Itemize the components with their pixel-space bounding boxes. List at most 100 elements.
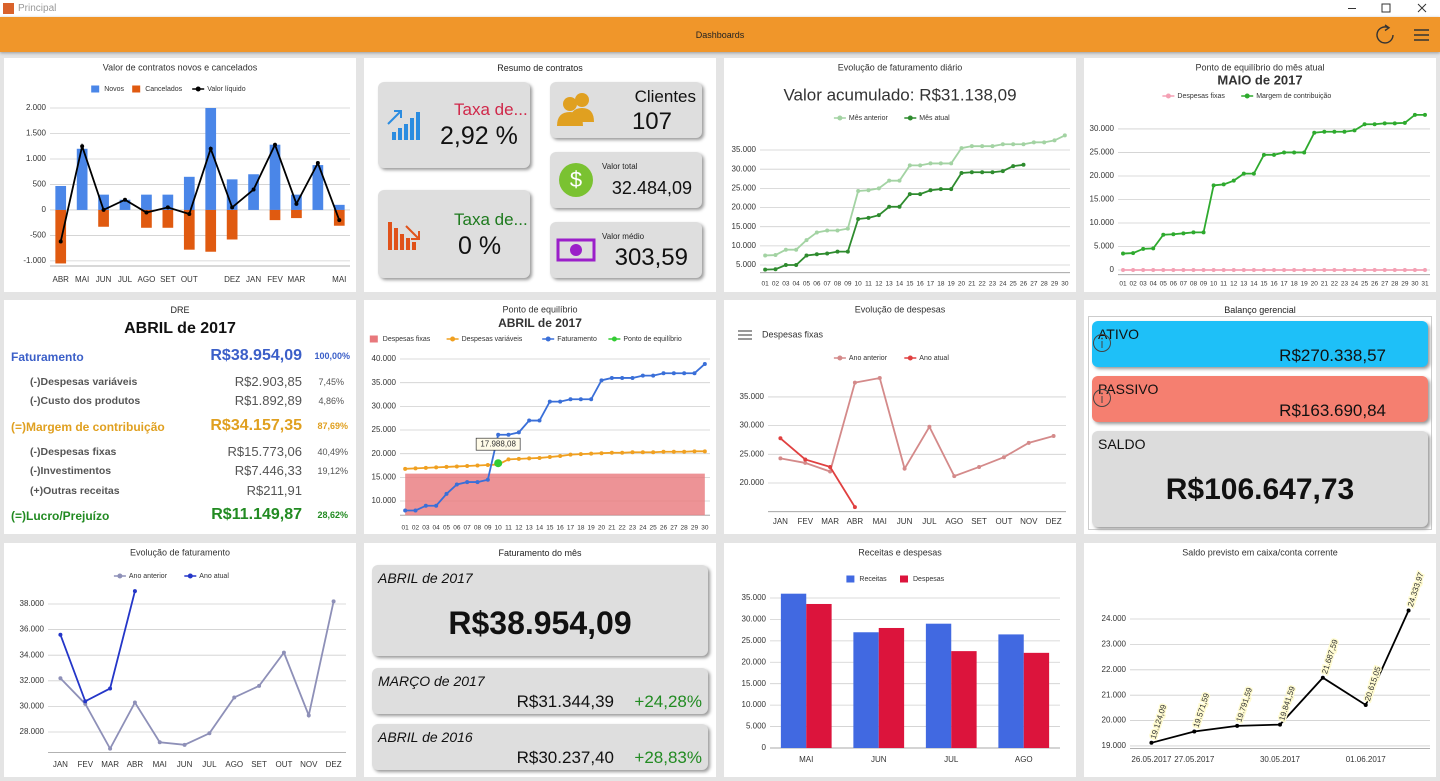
x-tick-label: 10 [495,525,503,532]
point [506,432,511,437]
legend-swatch [450,336,456,342]
point [852,505,857,510]
y-tick-label: 15.000 [372,472,397,481]
x-tick-label: 11 [1220,281,1227,288]
point [856,217,861,222]
rate-tile: Taxa de... 0 % [378,190,530,278]
cash-icon [556,238,596,262]
point [907,192,912,197]
legend-swatch [132,85,141,93]
y-tick-label: 23.000 [1102,640,1127,649]
line [59,142,341,242]
point [568,397,573,402]
revenue-tile: ABRIL de 2017 R$38.954,09 [372,565,708,656]
rate-tile: Taxa de... 2,92 % [378,82,530,168]
x-tick-label: 30 [1411,281,1419,288]
point [454,482,459,487]
bar [162,194,174,210]
bar [291,209,302,219]
x-tick-label: 28 [1041,281,1049,288]
x-tick-label: OUT [181,275,198,284]
point [1292,267,1297,272]
point [187,212,192,217]
point [959,171,964,176]
point [1131,251,1136,256]
point [1272,152,1276,157]
legend-label: Novos [104,86,124,93]
x-tick-label: 03 [782,281,790,288]
point [1278,722,1282,727]
legend-swatch [900,575,908,583]
x-tick-label: 22 [619,525,627,532]
point [485,463,490,468]
point [907,163,912,168]
x-tick-label: 09 [484,525,492,532]
x-tick-label: 26 [1371,281,1379,288]
x-tick-label: 01.06.2017 [1346,755,1387,764]
point [1332,129,1337,134]
x-tick-label: 06 [1170,281,1178,288]
point [990,144,995,149]
y-tick-label: 30.000 [372,401,397,410]
annotation-box [475,437,521,451]
x-tick-label: AGO [225,760,243,769]
point [403,466,408,471]
x-tick-label: JAN [246,275,261,284]
point [1021,162,1026,167]
legend-label: Ano anterior [849,355,888,362]
point [165,205,170,210]
point [1261,267,1266,272]
point [1372,267,1377,272]
svg-text:$: $ [570,167,582,192]
x-tick-label: 20 [1311,281,1319,288]
x-tick-label: 26 [660,525,668,532]
point [123,197,127,202]
point [578,452,583,457]
x-tick-label: 22 [979,281,987,288]
x-tick-label: JUN [897,517,913,526]
info-icon[interactable] [1092,333,1112,353]
x-tick-label: ABR [847,517,864,526]
point [101,207,106,212]
point [1302,267,1307,272]
x-tick-label: 20 [958,281,966,288]
row-label: (-)Despesas fixas [30,446,117,458]
tile-value: R$270.338,57 [1279,346,1386,365]
point [132,700,137,705]
point [804,253,809,258]
point [337,218,342,223]
tile-value: 32.484,09 [611,178,692,198]
point [804,238,809,243]
point [1241,171,1246,176]
x-tick-label: 21 [1321,281,1329,288]
point [876,186,881,191]
y-tick-label: 10.000 [1090,218,1115,227]
tile-label: SALDO [1098,436,1146,452]
tile-label: Valor total [602,162,638,171]
x-tick-label: 18 [937,281,945,288]
window-controls[interactable] [1340,0,1440,17]
legend-label: Ano anterior [129,573,168,580]
y-tick-label: 34.000 [20,650,45,659]
bar [878,627,905,748]
menu-icon[interactable] [738,330,752,340]
clients-icon [557,93,594,126]
point [257,683,262,688]
x-tick-label: JUL [944,755,959,764]
x-tick-label: 10 [855,281,863,288]
y-tick-label: 30.000 [732,164,757,173]
point [444,491,449,496]
point [537,418,542,423]
bar [205,108,217,210]
chart: Receitas e despesas 0 5.000 10.000 15.000 20.… [742,547,1060,764]
header-actions[interactable] [1370,23,1436,47]
point [1392,121,1397,126]
point [1382,121,1387,126]
point [778,456,783,461]
legend-swatch [195,86,201,92]
point [1352,267,1357,272]
y-tick-label: 35.000 [732,145,757,154]
point [1051,433,1056,438]
info-icon[interactable] [1092,388,1112,408]
